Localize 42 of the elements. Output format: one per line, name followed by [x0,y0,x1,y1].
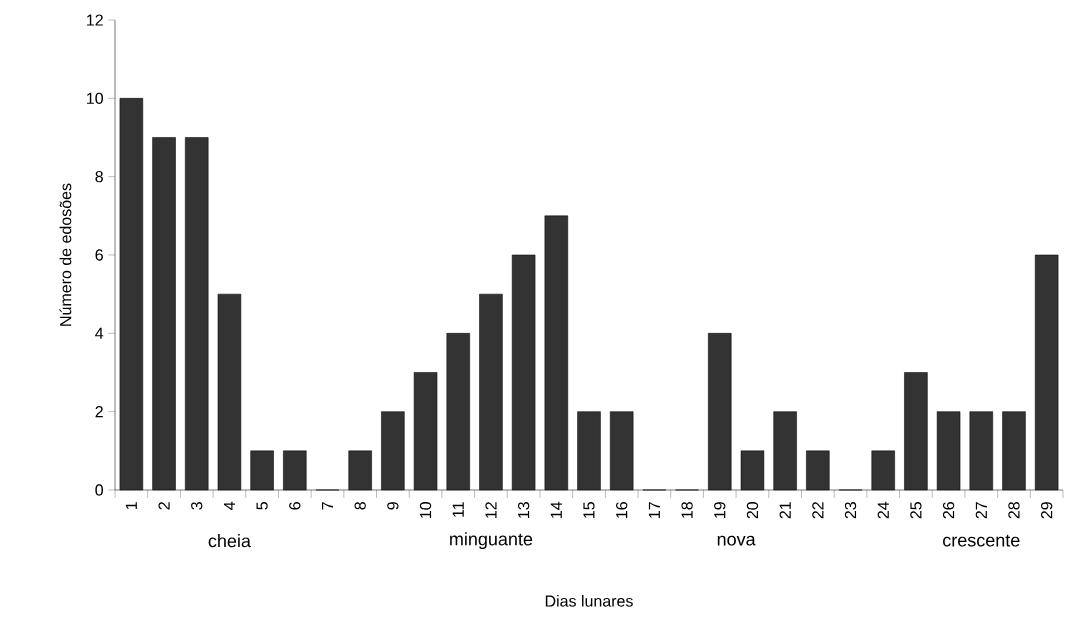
x-tick-label: 15 [583,502,595,518]
text: nova [717,535,756,546]
x-tick-label: 10 [419,501,432,518]
y-tick-label: 4 [95,327,104,339]
x-tick-label: 27 [975,502,987,519]
x-tick-label: 28 [1008,502,1020,519]
y-tick-label: 8 [95,170,103,183]
y-tick-label: 0 [95,484,104,496]
x-tick-label: 13 [517,502,530,518]
x-tick-label: 17 [648,502,660,518]
x-tick-label: 18 [681,502,693,518]
x-tick-label: 11 [452,502,464,517]
y-tick-label: 12 [87,14,103,26]
x-tick-label: 22 [812,502,824,519]
x-tick-label: 24 [877,501,889,519]
y-axis-title: Número de edosões [59,183,72,326]
x-tick-label: 14 [550,501,562,518]
x-tick-label: 3 [191,502,203,510]
y-tick-label: 6 [95,249,103,261]
x-axis-title: Dias lunares [545,594,633,607]
x-tick-label: 1 [125,502,137,510]
x-tick-label: 20 [746,501,759,519]
y-tick-label: 10 [87,92,104,104]
text: minguante [450,532,533,550]
x-tick-label: 23 [844,502,857,519]
x-tick-label: 16 [616,502,628,518]
x-tick-label: 29 [1041,502,1053,519]
text: cheia [208,534,251,548]
x-tick-label: 9 [387,502,399,510]
x-tick-label: 19 [714,502,726,518]
x-tick-label: 25 [910,502,922,519]
text: crescente [943,534,1020,547]
x-tick-label: 5 [256,502,268,510]
x-tick-label: 7 [322,502,333,510]
x-tick-label: 8 [354,502,366,510]
y-tick-label: 2 [95,406,103,418]
x-tick-label: 6 [289,502,301,510]
x-tick-label: 12 [485,502,497,518]
x-tick-label: 2 [158,502,170,510]
x-tick-label: 21 [779,502,791,519]
x-tick-label: 4 [223,501,235,510]
x-tick-label: 26 [942,502,955,519]
